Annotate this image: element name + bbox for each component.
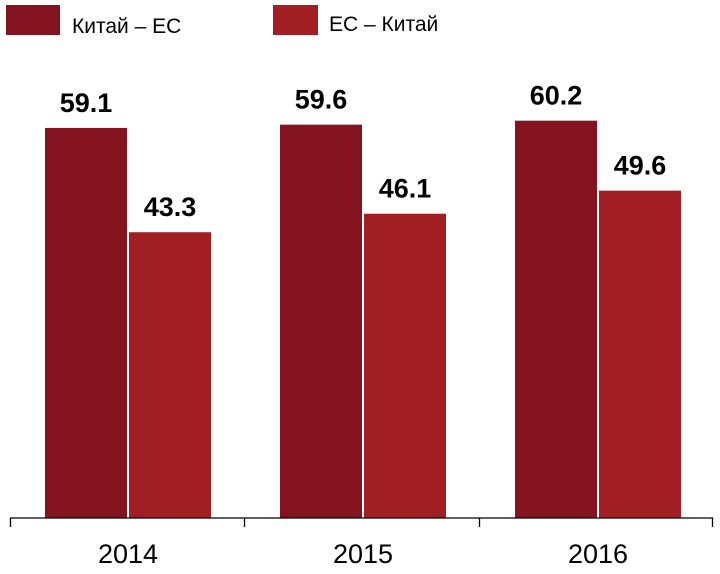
legend: Китай – ЕС ЕС – Китай	[6, 5, 438, 38]
bars	[45, 120, 681, 519]
bar-china-eu-2015	[280, 124, 362, 518]
legend-label-eu-china: ЕС – Китай	[329, 13, 438, 36]
legend-label-china-eu: Китай – ЕС	[72, 15, 181, 38]
x-tick-label-2015: 2015	[333, 539, 393, 569]
x-tick-label-2016: 2016	[568, 539, 628, 569]
data-label-china-eu-2014: 59.1	[60, 88, 113, 118]
legend-swatch-eu-china	[273, 5, 318, 35]
data-label-china-eu-2016: 60.2	[530, 81, 583, 111]
bar-eu-china-2015	[364, 213, 446, 519]
x-axis: 2014 2015 2016	[9, 517, 714, 569]
legend-swatch-china-eu	[6, 5, 60, 35]
data-labels: 59.1 43.3 59.6 46.1 60.2 49.6	[60, 81, 667, 223]
bar-china-eu-2014	[45, 127, 127, 518]
data-label-china-eu-2015: 59.6	[295, 85, 348, 115]
data-label-eu-china-2014: 43.3	[144, 192, 197, 222]
data-label-eu-china-2016: 49.6	[614, 151, 667, 181]
x-tick-label-2014: 2014	[98, 539, 158, 569]
data-label-eu-china-2015: 46.1	[379, 174, 432, 204]
bar-china-eu-2016	[515, 120, 597, 519]
bar-eu-china-2014	[129, 232, 211, 518]
bar-eu-china-2016	[599, 190, 681, 518]
